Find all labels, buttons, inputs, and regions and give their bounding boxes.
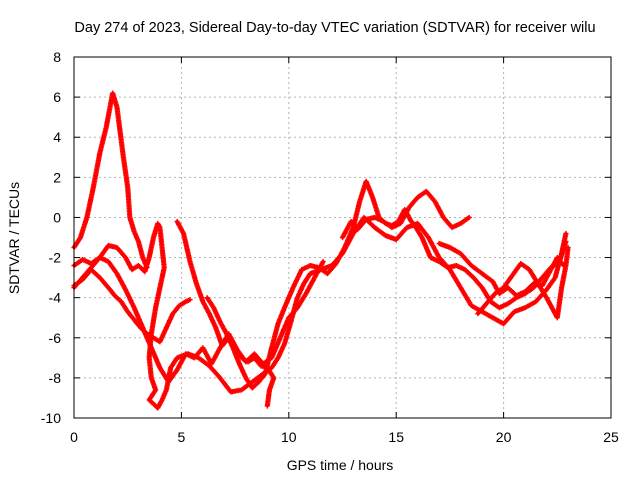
plot-frame [73,56,612,419]
x-tick-label: 25 [603,429,619,445]
y-tick-label: 2 [53,169,61,185]
y-tick-label: -10 [41,410,61,426]
data-series-2 [71,214,569,411]
data-series-9 [436,240,567,299]
data-point [264,403,270,409]
x-tick-label: 5 [178,429,186,445]
series-layer [71,90,571,411]
data-point [563,230,569,237]
y-tick-label: -4 [49,290,62,306]
data-point [466,214,472,221]
data-series-7 [339,188,472,241]
x-tick-label: 15 [388,429,404,445]
x-axis-label: GPS time / hours [287,457,394,473]
y-tick-label: -8 [49,370,62,386]
data-point [187,297,193,303]
data-series-10 [475,244,571,321]
chart-title: Day 274 of 2023, Sidereal Day-to-day VTE… [74,20,595,36]
y-tick-label: 4 [53,129,61,145]
y-tick-label: -6 [49,330,62,346]
y-tick-label: 6 [53,89,61,105]
data-series-6 [204,178,421,391]
x-tick-label: 10 [281,429,297,445]
y-tick-label: 8 [53,49,61,65]
y-tick-label: -2 [49,250,62,266]
y-axis-label: SDTVAR / TECUs [6,182,22,294]
x-tick-label: 20 [496,429,512,445]
series-line [72,215,568,410]
axis-ticks: 0 5 10 15 20 25 -10 -8 -6 -4 -2 0 2 4 6 8 [41,49,619,445]
data-series-4 [71,254,326,385]
x-tick-label: 0 [70,429,78,445]
y-tick-label: 0 [53,209,61,225]
data-point [320,258,326,265]
data-point [563,238,569,245]
data-point [565,244,571,251]
data-series-1 [71,90,150,271]
